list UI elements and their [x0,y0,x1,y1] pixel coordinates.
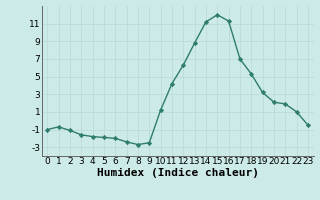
X-axis label: Humidex (Indice chaleur): Humidex (Indice chaleur) [97,168,259,178]
